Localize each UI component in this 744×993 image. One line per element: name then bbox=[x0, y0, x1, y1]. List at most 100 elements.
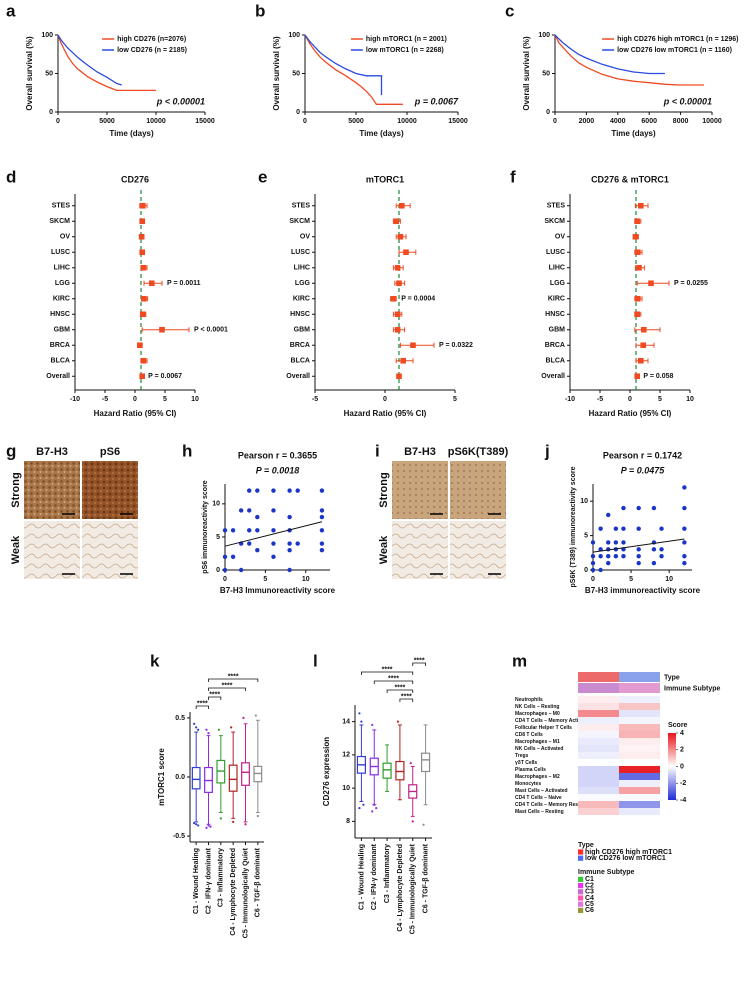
x-tick-label: 15000 bbox=[448, 118, 468, 125]
category-label: OV bbox=[60, 234, 70, 241]
outlier bbox=[217, 728, 220, 731]
row-label: CD4 T Cells – Naive bbox=[515, 795, 562, 801]
y-tick-label: 0.0 bbox=[175, 774, 185, 781]
legend-label: C4 bbox=[585, 895, 594, 902]
survival-curve bbox=[554, 34, 705, 86]
p-value: P = 0.0067 bbox=[148, 373, 182, 380]
panel-title: Pearson r = 0.3655 bbox=[238, 450, 317, 460]
hazard-ratio bbox=[394, 326, 401, 333]
legend-label: C5 bbox=[585, 901, 594, 908]
hazard-ratio bbox=[396, 373, 402, 380]
outlier bbox=[375, 806, 378, 810]
outlier bbox=[205, 826, 208, 829]
point bbox=[621, 540, 626, 545]
point bbox=[271, 528, 276, 533]
column-header: pS6 bbox=[100, 446, 120, 458]
legend-label: C6 bbox=[585, 907, 594, 914]
outlier bbox=[371, 810, 374, 813]
heat-cell bbox=[619, 738, 660, 745]
hazard-ratio bbox=[648, 280, 654, 287]
legend-swatch bbox=[578, 855, 584, 861]
column-header: B7-H3 bbox=[404, 446, 436, 458]
row-label: Neutrophils bbox=[515, 697, 543, 703]
y-tick-label: 10 bbox=[580, 498, 588, 505]
heat-cell bbox=[619, 710, 660, 717]
point bbox=[659, 547, 664, 552]
heat-cell bbox=[578, 696, 619, 703]
x-tick-label: 0 bbox=[383, 396, 387, 403]
survival-curve bbox=[304, 34, 383, 96]
point bbox=[613, 554, 619, 559]
colorbar-title: Score bbox=[668, 722, 688, 729]
heat-cell bbox=[619, 808, 660, 815]
significance-label: **** bbox=[228, 673, 239, 680]
point bbox=[636, 526, 641, 531]
y-tick-label: 0 bbox=[49, 109, 53, 116]
point bbox=[682, 540, 687, 545]
hazard-ratio bbox=[403, 249, 409, 256]
y-tick-label: 100 bbox=[41, 32, 53, 39]
point bbox=[606, 540, 611, 545]
category-label: BLCA bbox=[546, 358, 565, 365]
panel-title: CD276 & mTORC1 bbox=[591, 174, 669, 184]
heat-cell bbox=[578, 780, 619, 787]
x-axis-title: Time (days) bbox=[109, 129, 154, 138]
point bbox=[222, 567, 228, 573]
category-label: OV bbox=[555, 234, 565, 241]
outlier bbox=[207, 824, 210, 827]
p-value: P = 0.058 bbox=[643, 373, 673, 380]
hazard-ratio bbox=[139, 249, 145, 256]
p-value: p = 0.0067 bbox=[414, 96, 459, 106]
category-label: KIRC bbox=[293, 296, 310, 303]
y-tick-label: 50 bbox=[542, 70, 550, 77]
row-label: Monocytes bbox=[515, 781, 541, 787]
significance-label: **** bbox=[209, 691, 220, 698]
row-label: CD4 T Cells – Memory Activated bbox=[515, 718, 591, 724]
point bbox=[319, 528, 325, 533]
y-tick-label: 50 bbox=[45, 70, 53, 77]
x-tick-label: 15000 bbox=[195, 118, 215, 125]
panel-label: b bbox=[255, 1, 265, 20]
panel-label: g bbox=[6, 441, 16, 460]
category-label: GBM bbox=[549, 327, 566, 334]
outlier bbox=[360, 720, 363, 723]
outlier bbox=[197, 824, 200, 827]
heat-cell bbox=[578, 717, 619, 724]
heat-cell bbox=[619, 801, 660, 808]
legend-label: high CD276 (n=2076) bbox=[117, 36, 186, 43]
x-axis-title: B7-H3 immunoreactivity score bbox=[585, 586, 701, 595]
box bbox=[382, 762, 392, 779]
point bbox=[636, 560, 641, 566]
trendline bbox=[224, 521, 323, 547]
legend-swatch bbox=[578, 901, 584, 907]
row-header: Strong bbox=[378, 472, 390, 507]
heat-cell bbox=[619, 766, 660, 773]
point bbox=[271, 541, 276, 546]
category-label: OV bbox=[300, 234, 310, 241]
category-label: BRCA bbox=[50, 342, 70, 349]
micrograph bbox=[24, 521, 80, 579]
category-label: BLCA bbox=[291, 358, 310, 365]
x-tick-label: 5 bbox=[263, 576, 267, 583]
x-tick-label: 5000 bbox=[99, 118, 115, 125]
colorbar bbox=[668, 733, 676, 800]
point bbox=[295, 488, 300, 493]
panel-label: j bbox=[544, 441, 550, 460]
survival-curve bbox=[57, 34, 156, 92]
point bbox=[636, 554, 641, 559]
significance-bracket bbox=[386, 689, 414, 693]
x-axis-title: Hazard Ratio (95% CI) bbox=[94, 409, 177, 418]
category-label: C4 - Lymphocyte Depleted bbox=[397, 844, 404, 932]
x-tick-label: 4000 bbox=[610, 118, 626, 125]
outlier bbox=[411, 820, 414, 823]
row-label: NK Cells – Resting bbox=[515, 704, 559, 710]
heat-cell bbox=[619, 752, 660, 759]
category-label: C6 - TGF-β dominant bbox=[255, 847, 262, 917]
point bbox=[621, 505, 626, 511]
p-value: p < 0.00001 bbox=[156, 96, 205, 106]
p-value: p < 0.00001 bbox=[663, 96, 712, 106]
category-label: SKCM bbox=[289, 218, 310, 225]
significance-label: **** bbox=[382, 666, 393, 673]
micrograph bbox=[82, 521, 138, 579]
